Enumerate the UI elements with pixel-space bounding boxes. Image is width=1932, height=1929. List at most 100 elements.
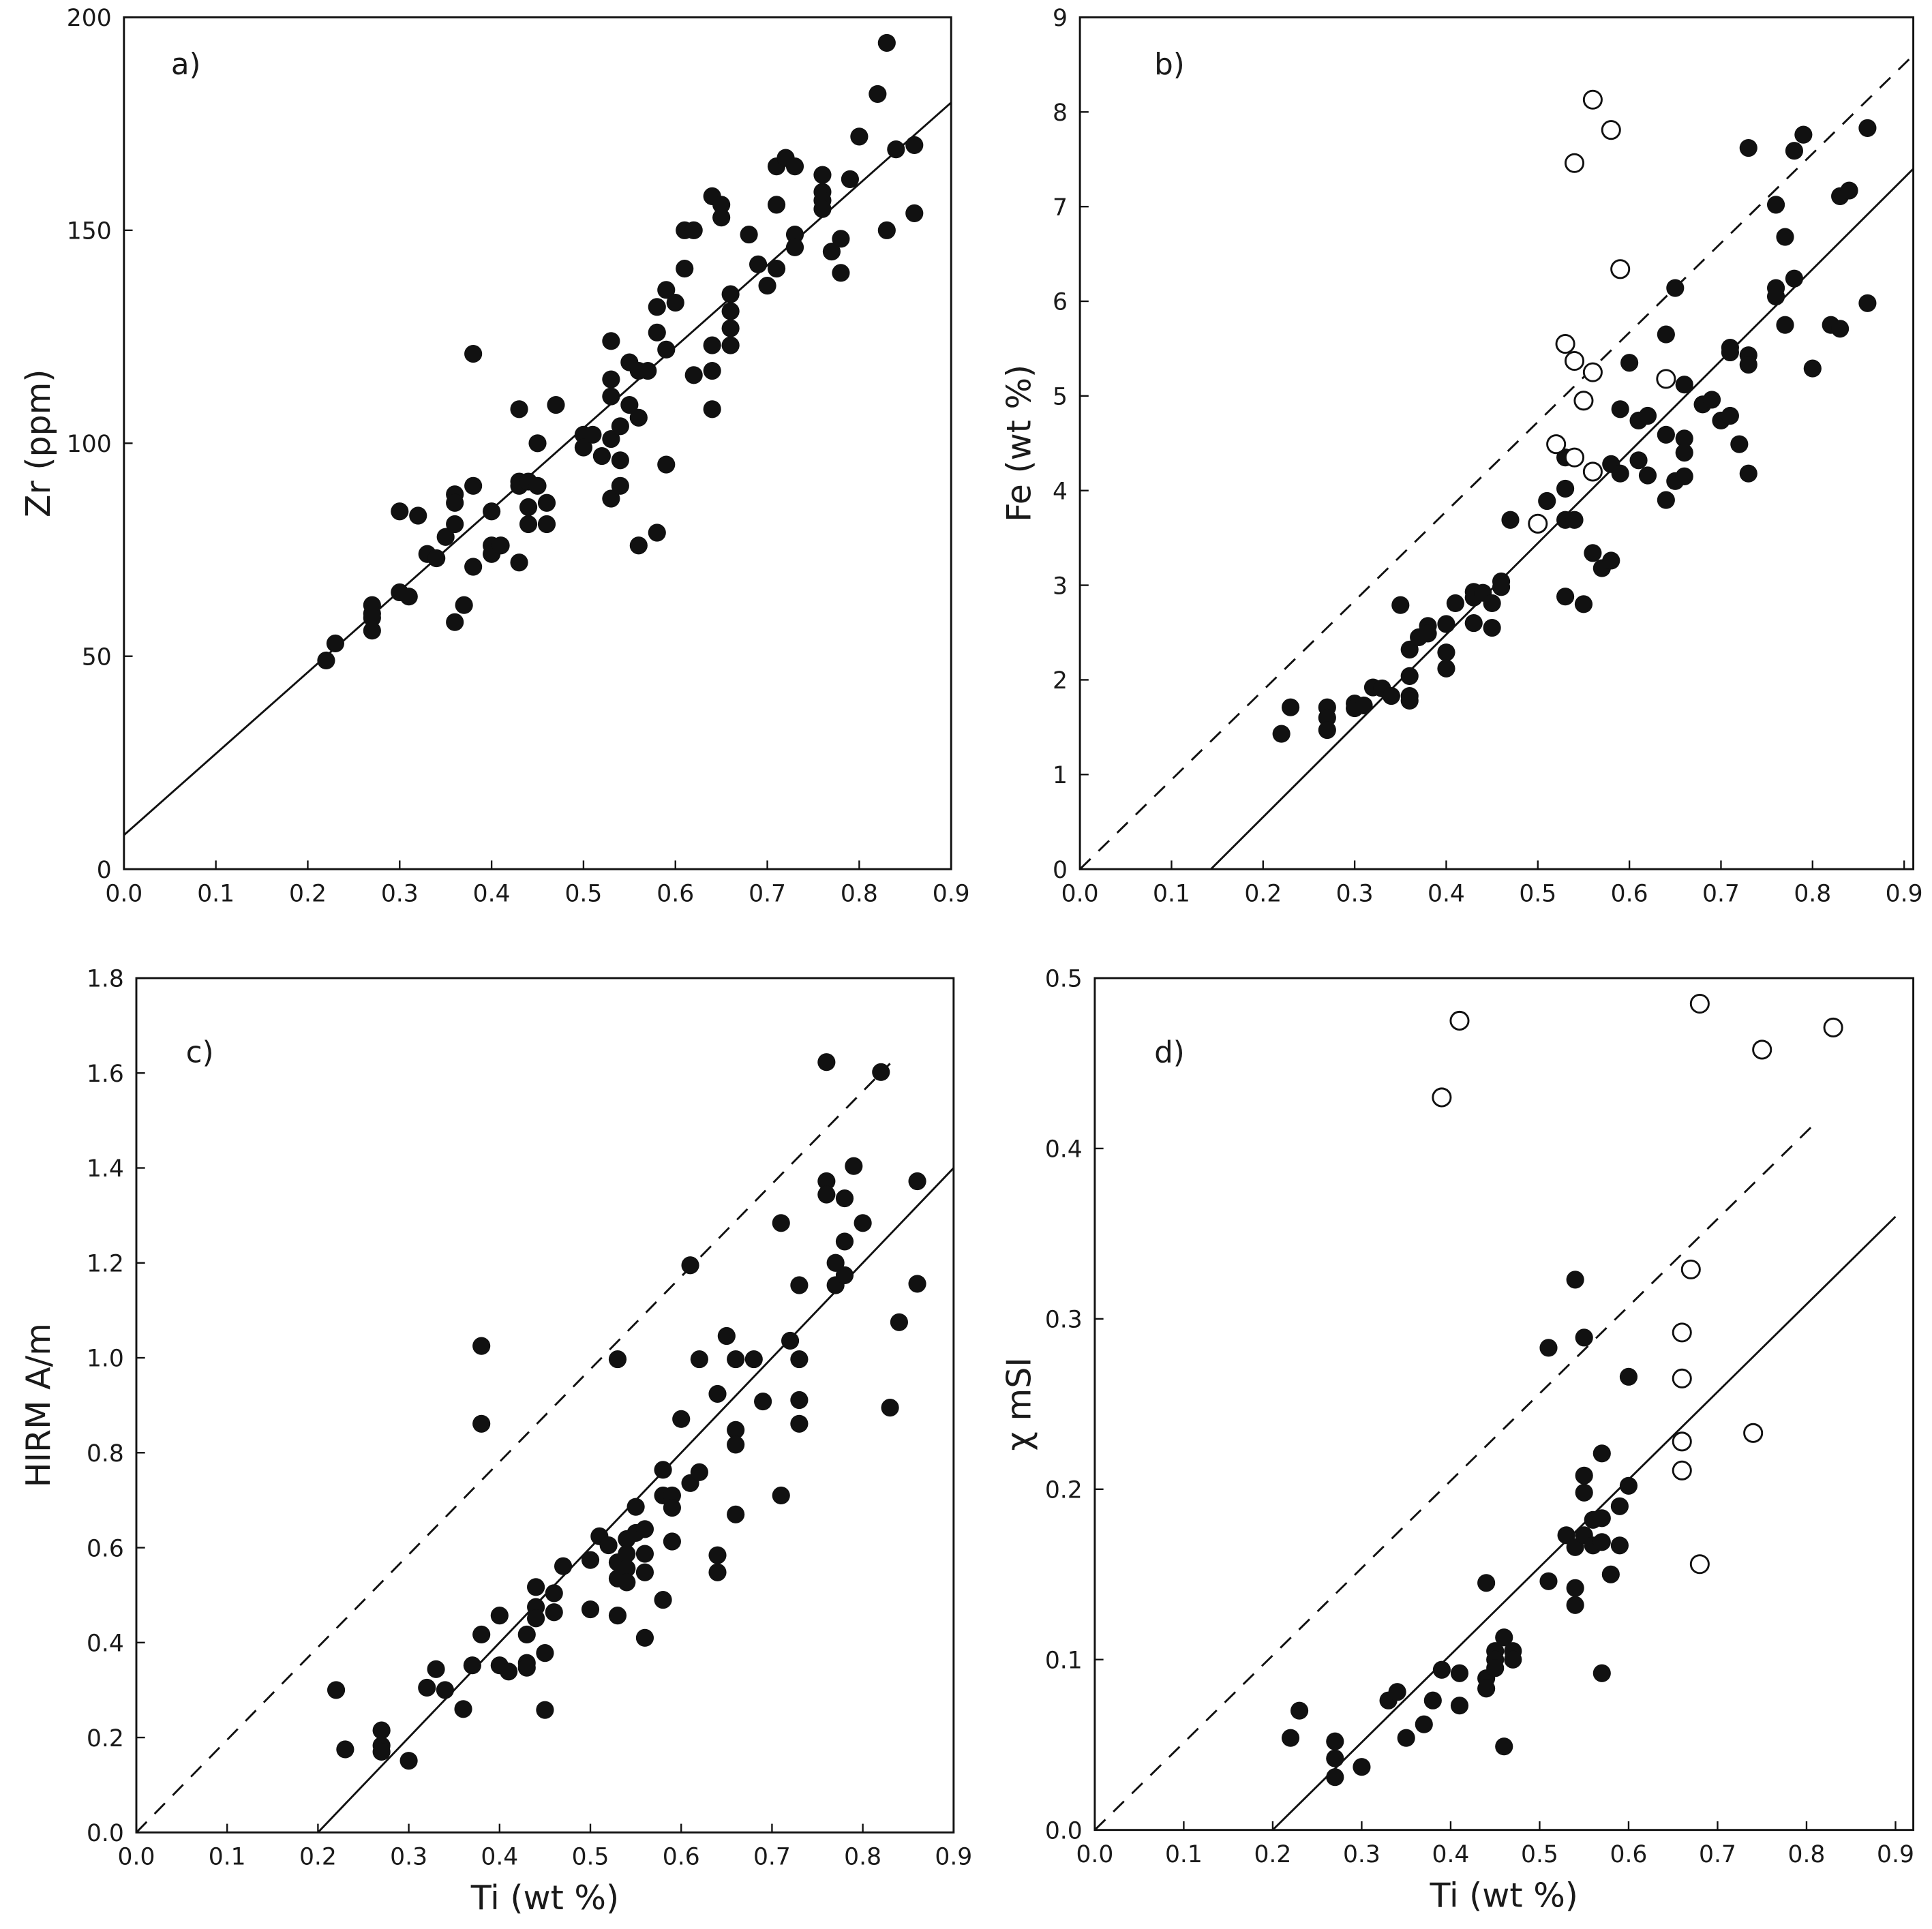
- filled-data-point: [528, 476, 547, 495]
- y-tick-label: 0.0: [1045, 1817, 1083, 1844]
- y-tick-label: 0.4: [87, 1630, 124, 1658]
- filled-data-point: [436, 1681, 454, 1699]
- filled-data-point: [1539, 1572, 1558, 1590]
- y-tick-label: 9: [1053, 5, 1068, 32]
- filled-data-point: [1400, 667, 1419, 685]
- filled-data-point: [574, 438, 593, 457]
- filled-data-point: [1619, 1476, 1638, 1495]
- filled-data-point: [832, 230, 850, 248]
- filled-data-point: [1437, 615, 1455, 633]
- y-tick-label: 1.6: [87, 1061, 124, 1088]
- filled-data-point: [703, 400, 721, 419]
- filled-data-point: [602, 429, 620, 449]
- x-axis-label: Ti (wt %): [470, 1878, 619, 1917]
- filled-data-point: [537, 515, 556, 534]
- filled-data-point: [1610, 1497, 1629, 1515]
- filled-data-point: [1566, 1579, 1584, 1597]
- filled-data-point: [581, 1600, 600, 1619]
- filled-data-point: [1702, 391, 1721, 409]
- filled-data-point: [877, 33, 896, 52]
- filled-data-point: [611, 417, 629, 436]
- filled-data-point: [1610, 1536, 1629, 1555]
- y-tick-label: 0.8: [87, 1440, 124, 1468]
- x-tick-label: 0.7: [1699, 1841, 1736, 1868]
- filled-data-point: [363, 609, 381, 627]
- panel-d: 0.0 0.1 0.2 0.3 0.4 0.5 0.6 0.7 0.8 0.9 0.0 0.1 0.2 0…: [999, 966, 1915, 1915]
- filled-data-point: [826, 1254, 845, 1272]
- filled-data-point: [1785, 269, 1804, 288]
- filled-data-point: [517, 1625, 536, 1644]
- filled-data-point: [684, 366, 703, 384]
- filled-data-point: [1504, 1650, 1522, 1669]
- filled-data-point: [785, 157, 804, 176]
- open-data-point: [1573, 391, 1594, 411]
- x-tick-label: 0.7: [749, 880, 786, 907]
- filled-data-point: [881, 1399, 899, 1417]
- filled-data-point: [717, 1326, 736, 1346]
- filled-data-point: [464, 344, 483, 363]
- filled-data-point: [681, 1256, 699, 1275]
- filled-data-point: [905, 136, 924, 154]
- x-tick-label: 0.9: [933, 880, 970, 907]
- filled-data-point: [409, 506, 427, 525]
- open-data-point: [1823, 1017, 1843, 1037]
- panel-a: 0.0 0.1 0.2 0.3 0.4 0.5 0.6 0.7 0.8 0.9 0 50 100 150 2…: [18, 5, 970, 907]
- filled-data-point: [455, 596, 473, 614]
- filled-data-point: [841, 170, 859, 188]
- y-tick-label: 0.3: [1045, 1307, 1083, 1334]
- y-axis-label: HIRM A/m: [18, 1323, 58, 1487]
- y-tick-label: 200: [67, 5, 112, 32]
- filled-data-point: [1450, 1664, 1469, 1682]
- filled-data-point: [545, 1584, 563, 1603]
- filled-data-point: [327, 1681, 346, 1699]
- x-tick-label: 0.3: [390, 1844, 427, 1871]
- y-tick-label: 0.5: [1045, 966, 1083, 993]
- open-data-point: [1582, 89, 1603, 110]
- filled-data-point: [1486, 1659, 1505, 1677]
- filled-data-point: [1556, 479, 1575, 498]
- plot-frame: [1093, 977, 1915, 1832]
- y-tick-label: 1: [1053, 762, 1068, 789]
- filled-data-point: [1566, 1271, 1584, 1289]
- filled-data-point: [663, 1532, 681, 1551]
- filled-data-point: [510, 400, 528, 419]
- open-data-point: [1752, 1039, 1772, 1060]
- filled-data-point: [1575, 1466, 1593, 1485]
- filled-data-point: [845, 1157, 863, 1175]
- filled-data-point: [790, 1276, 809, 1294]
- filled-data-point: [1666, 279, 1685, 297]
- x-tick-label: 0.9: [1877, 1841, 1914, 1868]
- filled-data-point: [1593, 1533, 1611, 1551]
- filled-data-point: [648, 523, 666, 542]
- filled-data-point: [1638, 406, 1657, 425]
- x-tick-label: 0.9: [935, 1844, 972, 1871]
- y-tick-label: 100: [67, 431, 112, 458]
- filled-data-point: [500, 1662, 518, 1681]
- filled-data-point: [608, 1350, 627, 1369]
- filled-data-point: [1566, 1596, 1584, 1614]
- filled-data-point: [657, 455, 676, 474]
- filled-data-point: [1611, 400, 1629, 419]
- x-tick-label: 0.5: [1521, 1841, 1558, 1868]
- filled-data-point: [1282, 698, 1300, 716]
- open-data-point: [1432, 1087, 1452, 1108]
- open-data-point: [1601, 120, 1621, 140]
- filled-data-point: [1477, 1680, 1496, 1698]
- y-tick-label: 1.8: [87, 966, 124, 993]
- filled-data-point: [835, 1266, 854, 1284]
- filled-data-point: [581, 1551, 600, 1569]
- open-data-point: [1582, 461, 1603, 482]
- panel-label: d): [1154, 1035, 1185, 1069]
- filled-data-point: [1657, 425, 1675, 444]
- plot-frame: [1078, 16, 1915, 870]
- filled-data-point: [1318, 720, 1336, 740]
- filled-data-point: [890, 1313, 908, 1331]
- filled-data-point: [708, 1546, 727, 1564]
- filled-data-point: [648, 323, 666, 341]
- filled-data-point: [1675, 444, 1693, 462]
- y-tick-label: 50: [82, 643, 112, 671]
- y-tick-label: 1.2: [87, 1250, 124, 1277]
- open-data-point: [1546, 434, 1567, 455]
- filled-data-point: [877, 221, 896, 239]
- filled-data-point: [372, 1742, 391, 1761]
